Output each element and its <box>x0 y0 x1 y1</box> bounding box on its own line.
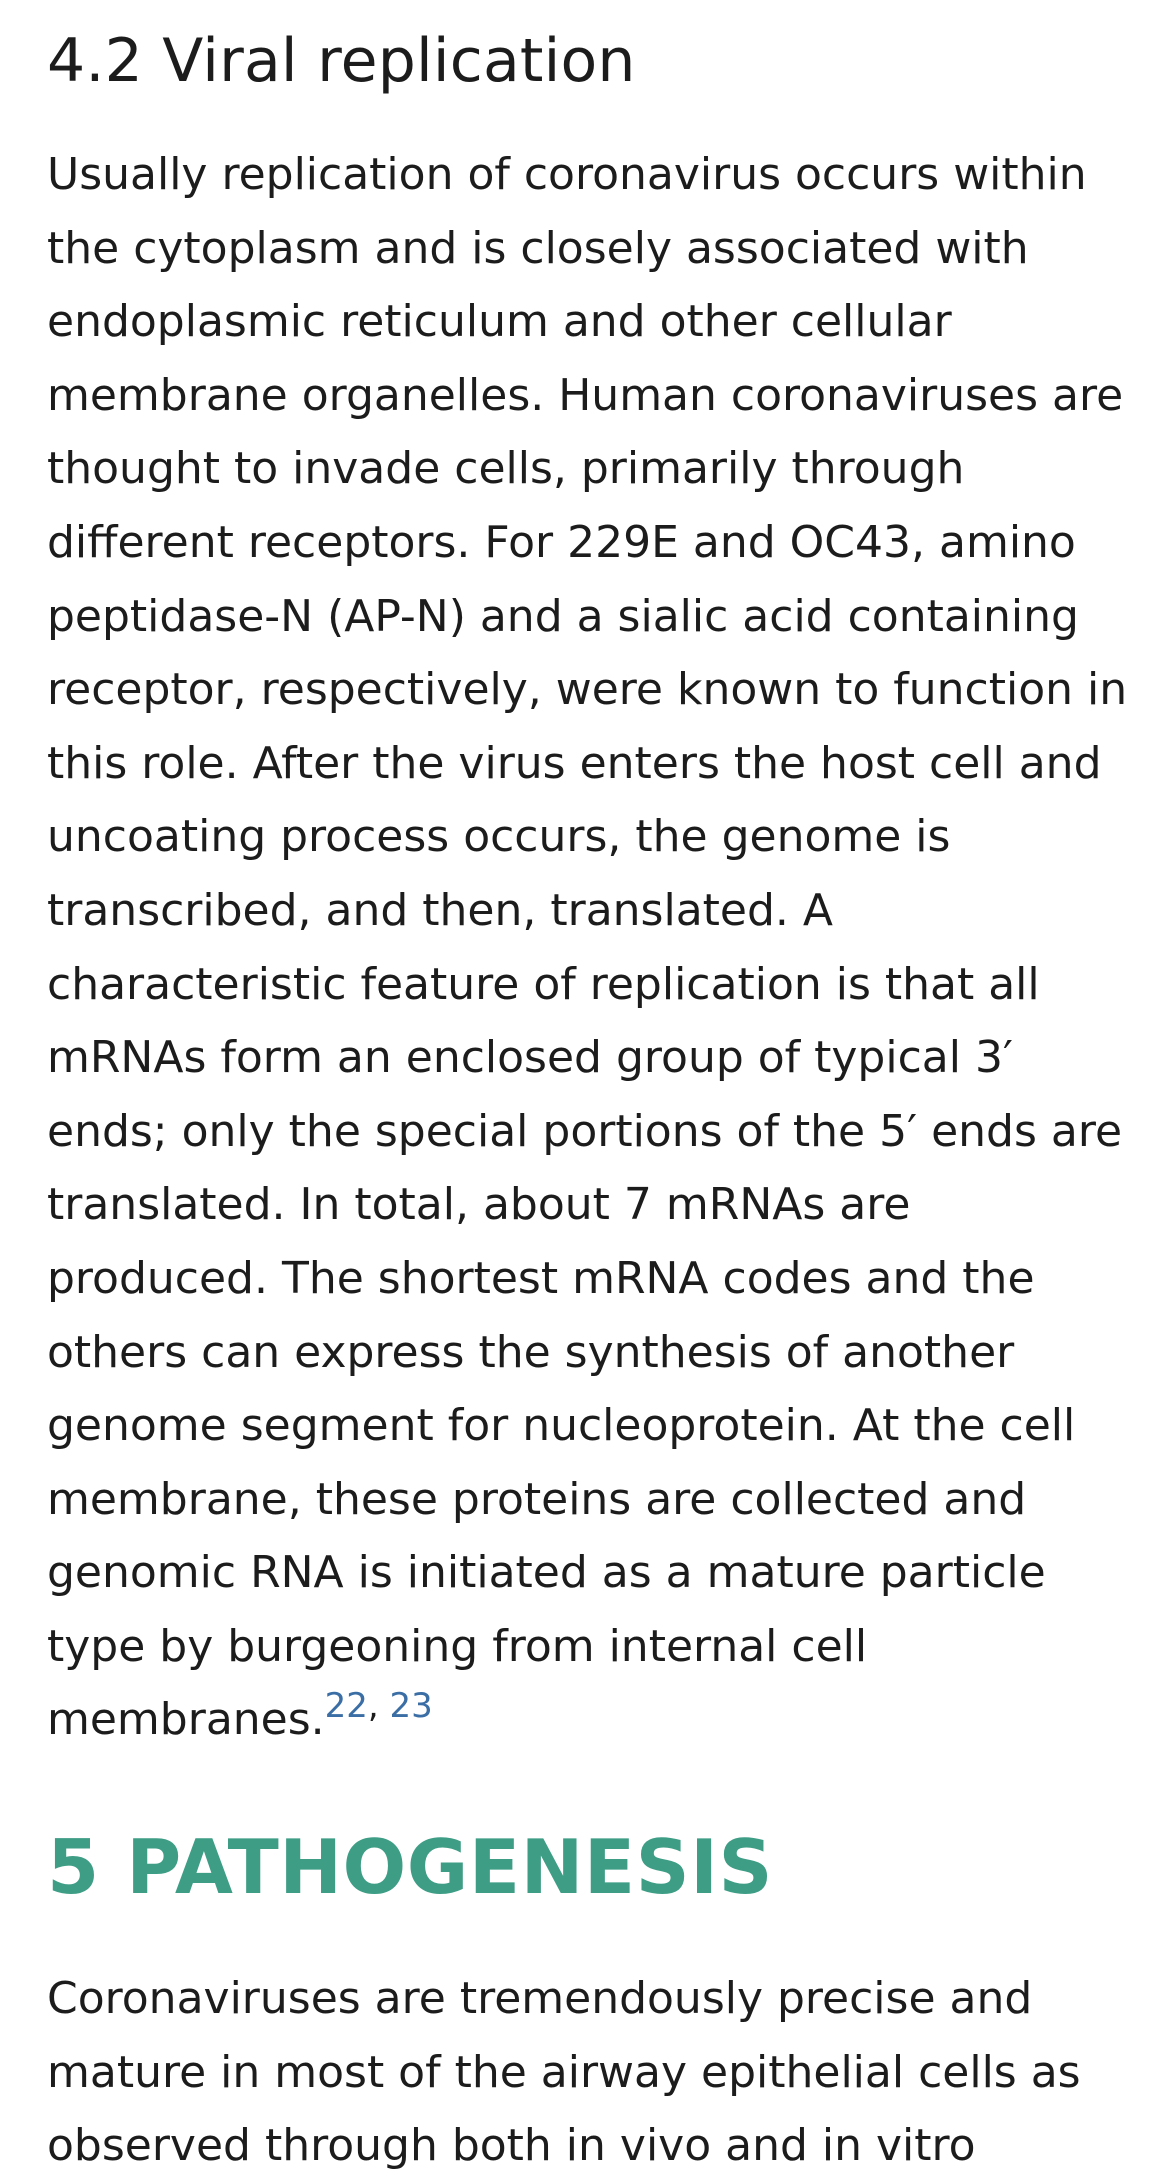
citation-separator: , <box>367 1686 390 1727</box>
subsection-heading: 4.2 Viral replication <box>47 26 636 96</box>
citation-group: 22, 23 <box>325 1686 433 1726</box>
article-content: 4.2 Viral replication Usually replicatio… <box>47 0 1137 2183</box>
viral-replication-paragraph: Usually replication of coronavirus occur… <box>47 138 1137 1757</box>
pathogenesis-paragraph: Coronaviruses are tremendously precise a… <box>47 1973 1081 2172</box>
citation-link-23[interactable]: 23 <box>389 1686 433 1727</box>
paragraph-text: Usually replication of coronavirus occur… <box>47 149 1128 1746</box>
section-heading: 5 PATHOGENESIS <box>47 1823 774 1912</box>
citation-link-22[interactable]: 22 <box>324 1686 368 1727</box>
